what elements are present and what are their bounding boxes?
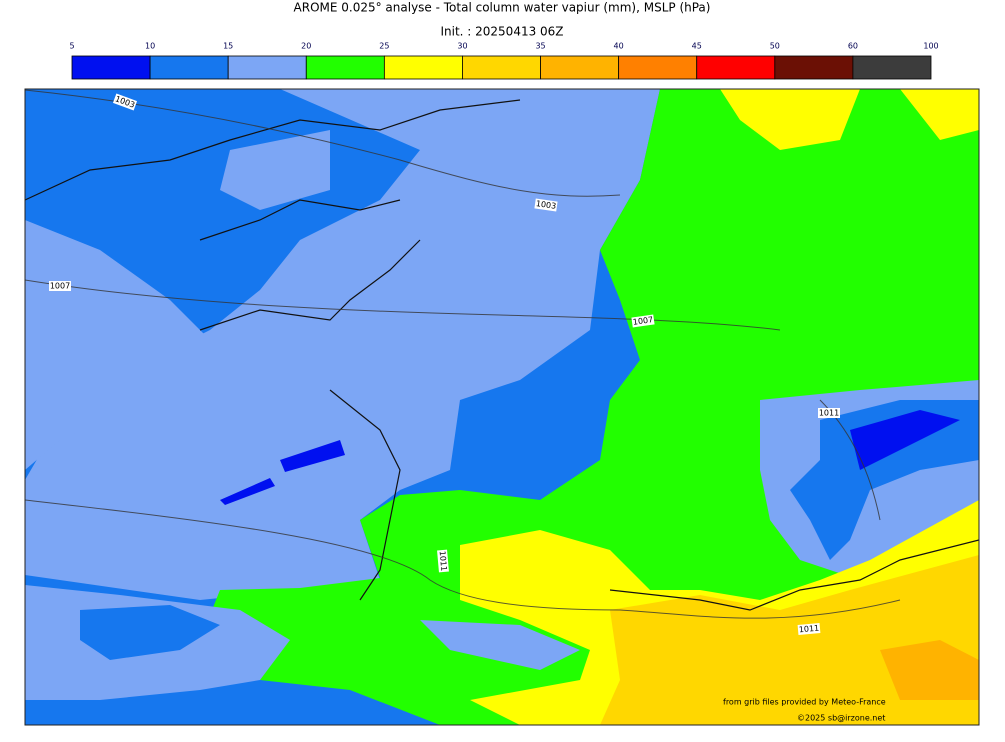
field [880, 640, 979, 700]
colorbar-tick-label: 60 [848, 42, 858, 51]
isobar-label-text: 1007 [632, 315, 653, 327]
field [420, 620, 580, 670]
colorbar-tick-label: 30 [457, 42, 467, 51]
colorbar-tick-label: 35 [535, 42, 545, 51]
field [850, 410, 960, 470]
field [600, 555, 979, 725]
isobar-label-bg [797, 623, 821, 635]
field [220, 130, 330, 210]
colorbar-segment [71, 55, 151, 80]
colorbar-segment [383, 55, 463, 80]
isobar-label-text: 1007 [50, 282, 70, 291]
colorbar-tick-label: 25 [379, 42, 389, 51]
colorbar-segment [227, 55, 307, 80]
isobar-label-text: 1011 [798, 624, 819, 635]
colorbar-tick-label: 100 [923, 42, 938, 51]
field [200, 89, 979, 725]
colorbar-tick-label: 5 [69, 42, 74, 51]
isobar-label-bg [818, 408, 840, 418]
field [25, 220, 210, 470]
map [25, 89, 979, 725]
field [280, 440, 345, 472]
colorbar: 5 10 15 20 25 30 35 40 45 50 60 100 [69, 42, 939, 80]
isobar-label-bg [534, 198, 558, 212]
colorbar-tick-label: 15 [223, 42, 233, 51]
isobar-label-text: 1011 [438, 550, 449, 571]
isobar-label-bg [49, 281, 71, 291]
isobar-label-text: 1003 [535, 199, 556, 211]
credit-copyright: ©2025 sb@irzone.net [797, 714, 885, 723]
field [900, 89, 979, 140]
field [220, 478, 275, 505]
isobar-label-bg [437, 549, 449, 573]
isobar-label: 1011 [818, 408, 840, 418]
colorbar-tick-label: 45 [692, 42, 702, 51]
colorbar-segment [305, 55, 385, 80]
isobar-label: 1003 [534, 198, 558, 212]
colorbar-segment [774, 55, 854, 80]
field [790, 400, 979, 560]
colorbar-tick-label: 50 [770, 42, 780, 51]
colorbar-segment [618, 55, 698, 80]
isobar-label: 1007 [631, 314, 655, 328]
isobar-label-bg [631, 314, 655, 328]
colorbar-segment [852, 55, 932, 80]
field [25, 89, 660, 600]
isobar-label-text: 1011 [819, 409, 839, 418]
isobar-label: 1011 [437, 549, 449, 573]
colorbar-segment [149, 55, 229, 80]
colorbar-tick-label: 10 [145, 42, 155, 51]
title: AROME 0.025° analyse - Total column wate… [294, 1, 711, 15]
isobar-label: 1011 [797, 623, 821, 635]
colorbar-segment [540, 55, 620, 80]
isobar-label-bg [112, 93, 138, 111]
colorbar-segment [462, 55, 541, 80]
colorbar-tick-label: 20 [301, 42, 311, 51]
subtitle: Init. : 20250413 06Z [440, 25, 563, 39]
field [720, 89, 860, 150]
map-frame [24, 88, 980, 726]
credit-source: from grib files provided by Meteo-France [723, 698, 886, 707]
colorbar-tick-label: 40 [614, 42, 624, 51]
isobar-label: 1007 [49, 281, 71, 291]
colorbar-segment [696, 55, 776, 80]
field [80, 605, 220, 660]
